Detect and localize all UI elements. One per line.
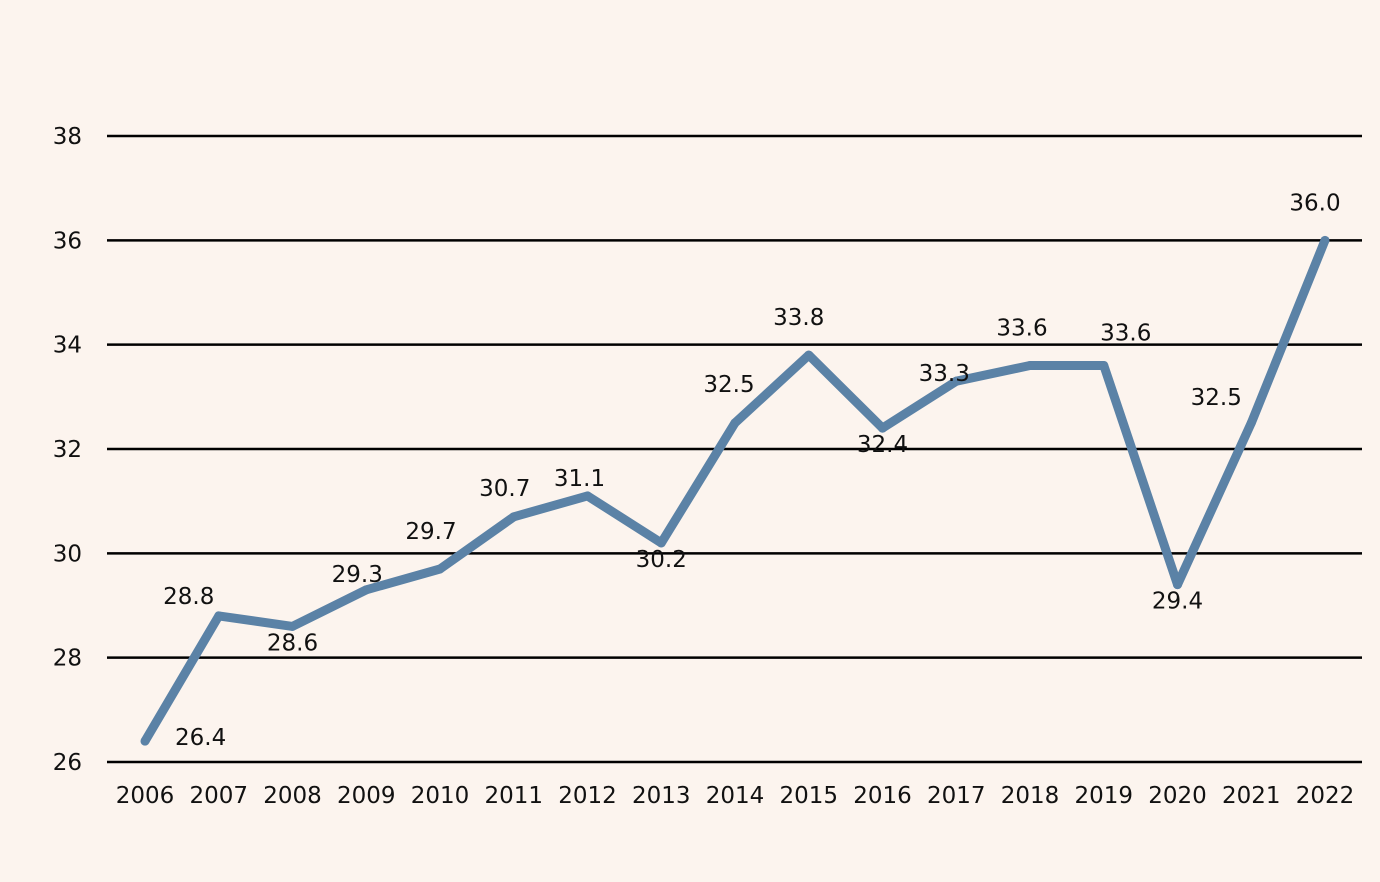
data-point — [1173, 580, 1182, 590]
y-tick-label: 26 — [53, 750, 82, 776]
data-label: 28.8 — [163, 584, 214, 610]
data-label: 32.5 — [703, 372, 754, 398]
data-point — [1025, 361, 1035, 371]
series-layer — [140, 235, 1330, 746]
x-tick-label: 2006 — [116, 783, 175, 809]
data-point — [656, 538, 666, 548]
x-tick-label: 2009 — [337, 783, 396, 809]
data-point — [1320, 235, 1330, 245]
data-label: 31.1 — [554, 466, 605, 492]
data-label: 33.3 — [919, 361, 970, 387]
y-axis-ticks: 26 28 30 32 34 36 38 — [53, 124, 82, 776]
data-label: 32.5 — [1191, 385, 1242, 411]
x-tick-label: 2014 — [706, 783, 765, 809]
data-label: 30.7 — [479, 476, 530, 502]
gridlines — [107, 134, 1362, 764]
data-point — [509, 512, 519, 522]
x-tick-label: 2007 — [189, 783, 248, 809]
data-label: 30.2 — [636, 547, 687, 573]
data-point — [288, 621, 297, 631]
y-tick-label: 32 — [53, 437, 82, 463]
data-point — [804, 350, 814, 360]
data-labels: 26.4 28.8 28.6 29.3 29.7 30.7 31.1 30.2 32.5 33.8… — [163, 190, 1340, 751]
x-tick-label: 2013 — [632, 783, 691, 809]
x-tick-label: 2010 — [411, 783, 470, 809]
data-label: 28.6 — [267, 630, 318, 656]
data-label: 29.4 — [1152, 589, 1203, 615]
data-point — [140, 736, 150, 746]
x-tick-label: 2011 — [484, 783, 543, 809]
series-line — [141, 238, 1330, 744]
data-point — [1246, 418, 1256, 428]
data-point — [361, 585, 371, 595]
x-tick-label: 2016 — [853, 783, 912, 809]
data-label: 29.3 — [332, 562, 383, 588]
data-point — [730, 418, 740, 428]
y-tick-label: 36 — [53, 228, 82, 254]
data-point — [583, 491, 592, 501]
x-tick-label: 2008 — [263, 783, 322, 809]
data-point — [1099, 361, 1109, 371]
x-tick-label: 2018 — [1001, 783, 1060, 809]
x-tick-label: 2020 — [1148, 783, 1207, 809]
data-label: 29.7 — [405, 519, 456, 545]
x-axis-ticks: 2006 2007 2008 2009 2010 2011 2012 2013 2014 2015… — [116, 783, 1355, 809]
x-tick-label: 2019 — [1074, 783, 1133, 809]
data-point — [878, 423, 887, 433]
data-label: 26.4 — [175, 725, 226, 751]
y-tick-label: 28 — [53, 646, 82, 672]
x-tick-label: 2012 — [558, 783, 617, 809]
x-tick-label: 2017 — [927, 783, 986, 809]
data-label: 32.4 — [857, 432, 908, 458]
data-point — [214, 611, 224, 621]
data-label: 36.0 — [1289, 190, 1340, 216]
y-tick-label: 38 — [53, 124, 82, 150]
data-point — [435, 564, 445, 574]
x-tick-label: 2021 — [1222, 783, 1281, 809]
data-label: 33.6 — [1100, 321, 1151, 347]
data-point — [951, 376, 961, 386]
y-tick-label: 30 — [53, 541, 82, 567]
data-label: 33.6 — [996, 316, 1047, 342]
data-label: 33.8 — [773, 305, 824, 331]
y-tick-label: 34 — [53, 333, 82, 359]
x-tick-label: 2022 — [1296, 783, 1355, 809]
x-tick-label: 2015 — [779, 783, 838, 809]
